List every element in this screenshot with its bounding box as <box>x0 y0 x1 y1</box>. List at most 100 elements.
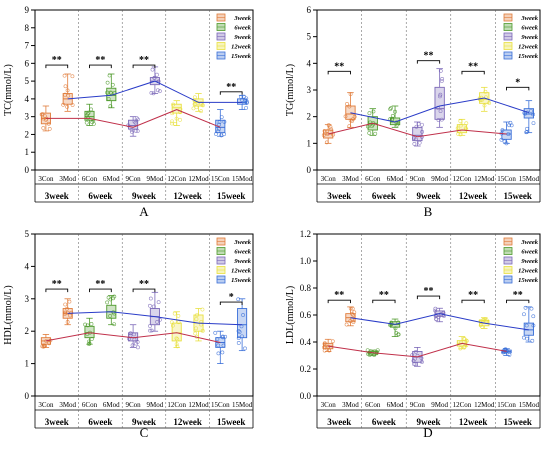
category-label: 3Con <box>321 401 337 409</box>
category-label: 15Mod <box>232 175 253 183</box>
data-point <box>350 306 355 311</box>
data-point <box>243 346 247 351</box>
significance-label: ** <box>52 55 62 66</box>
legend-label: 3week <box>233 15 251 22</box>
significance-label: ** <box>226 82 236 93</box>
data-point <box>170 119 174 124</box>
data-point <box>130 343 135 348</box>
data-point <box>237 330 242 334</box>
data-point <box>414 124 419 129</box>
category-label: 15Con <box>497 401 516 409</box>
y-tick-label: 0 <box>25 165 30 175</box>
significance-label: ** <box>424 286 434 297</box>
significance-label: ** <box>139 55 149 66</box>
significance-bracket <box>506 86 530 91</box>
legend-label: 9week <box>521 34 538 41</box>
group-label: 12week <box>173 191 202 201</box>
box-15mod <box>237 94 249 110</box>
data-point <box>388 107 393 112</box>
box-iqr <box>215 119 226 134</box>
category-label: 15Con <box>497 175 516 183</box>
group-label: 3week <box>45 191 69 201</box>
data-point <box>415 353 420 358</box>
mod-mean-line <box>67 80 243 103</box>
box-6mod <box>105 73 117 109</box>
data-point <box>412 142 417 146</box>
data-point <box>417 140 422 145</box>
y-axis-label: TG(mmol/L) <box>285 64 296 116</box>
data-point <box>105 300 110 305</box>
data-point <box>148 303 152 308</box>
significance-bracket <box>219 91 243 95</box>
group-label: 12week <box>173 417 202 427</box>
data-point <box>438 94 442 99</box>
legend: 3week 6week 9week 12week 15week <box>216 13 252 60</box>
category-label: 15Con <box>211 175 230 183</box>
data-point <box>41 126 46 130</box>
data-point <box>200 307 205 312</box>
plot-frame <box>34 233 254 397</box>
data-point <box>40 112 45 117</box>
data-point <box>133 120 138 125</box>
box-6con <box>84 103 96 126</box>
category-label: 3Con <box>321 175 337 183</box>
significance-label: * <box>229 292 234 303</box>
group-label: 6week <box>372 417 396 427</box>
data-point <box>439 79 444 83</box>
box-3con <box>40 334 53 349</box>
box-12mod <box>191 93 205 114</box>
box-iqr <box>434 86 445 120</box>
y-tick-label: 3 <box>25 112 30 122</box>
data-point <box>192 95 197 100</box>
significance-bracket <box>89 64 112 69</box>
data-point <box>367 111 372 116</box>
box-15con <box>501 347 512 357</box>
category-label: 12Mod <box>474 175 495 183</box>
data-point <box>328 124 333 129</box>
y-tick-label: 5 <box>307 32 312 42</box>
significance-label: * <box>515 77 520 88</box>
box-iqr <box>412 126 423 142</box>
y-tick-label: 7 <box>25 41 30 51</box>
category-label: 15Mod <box>232 401 253 409</box>
significance-bracket <box>219 301 243 306</box>
category-label: 9Mod <box>147 401 164 409</box>
data-point <box>236 297 241 302</box>
category-label: 12Con <box>167 175 186 183</box>
data-point <box>507 352 512 357</box>
legend-label: 3week <box>520 15 538 22</box>
group-label: 12week <box>459 191 488 201</box>
data-point <box>40 344 45 349</box>
legend-label: 15week <box>231 277 252 284</box>
box-3mod <box>343 92 357 129</box>
category-label: 6Mod <box>103 175 120 183</box>
box-6con <box>365 108 378 136</box>
category-label: 3Con <box>38 401 54 409</box>
category-label: 12Con <box>453 175 472 183</box>
data-point <box>194 326 198 331</box>
significance-label: ** <box>139 279 149 290</box>
data-point <box>529 306 534 311</box>
category-label: 9Mod <box>147 175 164 183</box>
category-label: 3Mod <box>59 175 76 183</box>
legend-label: 9week <box>234 34 251 41</box>
data-point <box>220 334 225 339</box>
data-point <box>217 122 221 127</box>
category-label: 12Mod <box>188 401 209 409</box>
group-label: 15week <box>503 417 532 427</box>
y-tick-label: 2 <box>25 326 30 336</box>
box-iqr <box>523 108 534 119</box>
data-point <box>169 121 174 126</box>
group-label: 9week <box>417 417 441 427</box>
y-tick-label: 4 <box>307 58 312 68</box>
data-point <box>507 123 512 128</box>
group-label: 6week <box>88 417 112 427</box>
box-iqr <box>106 87 117 102</box>
group-label: 3week <box>327 417 351 427</box>
box-iqr <box>237 308 248 339</box>
data-point <box>220 350 225 355</box>
category-label: 12Mod <box>474 401 495 409</box>
data-point <box>524 323 529 328</box>
category-label: 9Con <box>126 401 142 409</box>
